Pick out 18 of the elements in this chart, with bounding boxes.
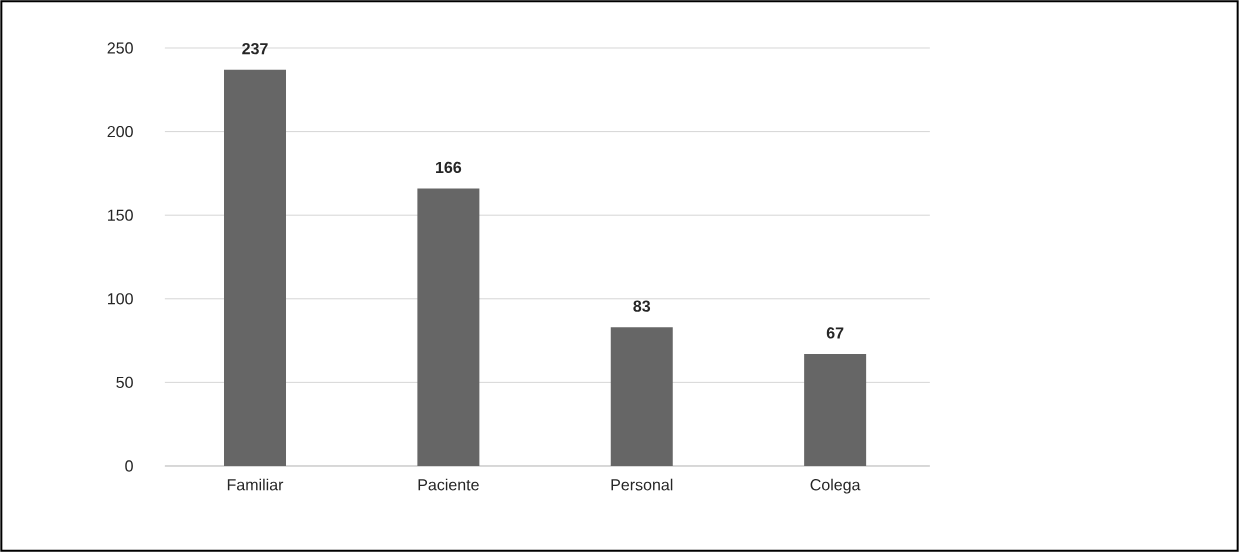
data-label: 83 [633, 300, 651, 312]
y-tick-label: 200 [107, 125, 133, 138]
data-label: 237 [242, 43, 268, 55]
x-tick-label: Colega [810, 478, 861, 494]
y-tick-label: 0 [125, 460, 133, 472]
bar [417, 188, 480, 466]
data-label: 166 [436, 161, 462, 174]
bar [224, 69, 287, 466]
y-tick-label: 250 [107, 42, 133, 54]
data-label: 67 [826, 327, 844, 339]
x-tick-label: Familiar [227, 478, 284, 491]
y-tick-label: 150 [108, 209, 133, 221]
x-tick-label: Paciente [418, 478, 479, 491]
bar [804, 353, 867, 466]
y-tick-label: 50 [116, 376, 133, 389]
x-tick-label: Personal [611, 478, 673, 491]
bar [610, 327, 673, 466]
y-tick-label: 100 [108, 293, 133, 305]
